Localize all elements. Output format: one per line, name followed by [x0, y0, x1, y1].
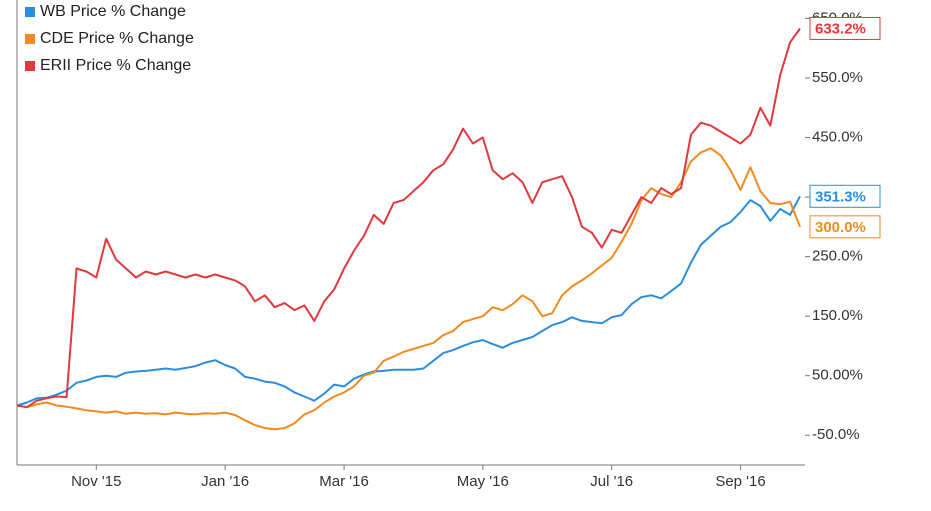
legend-marker: [25, 34, 35, 44]
legend-label: ERII Price % Change: [40, 57, 191, 74]
legend: WB Price % Change CDE Price % Change ERII …: [19, 0, 257, 84]
x-tick-label: Nov '15: [71, 473, 121, 490]
x-tick-label: Mar '16: [319, 473, 369, 490]
y-tick-label: 250.0%: [812, 248, 863, 265]
x-tick-label: Jan '16: [201, 473, 249, 490]
x-tick-label: Jul '16: [590, 473, 633, 490]
value-label: 300.0%: [809, 215, 881, 239]
y-tick-label: 550.0%: [812, 69, 863, 86]
y-tick-label: 50.00%: [812, 367, 863, 384]
legend-marker: [25, 61, 35, 71]
value-label-box: [809, 184, 881, 208]
y-tick-label: 450.0%: [812, 129, 863, 146]
value-label: 351.3%: [809, 184, 881, 208]
legend-marker: [25, 7, 35, 17]
value-label-box: [809, 16, 881, 40]
x-tick-label: Sep '16: [715, 473, 765, 490]
value-label-box: [809, 215, 881, 239]
legend-box: [19, 0, 257, 84]
value-label: 633.2%: [809, 16, 881, 40]
x-tick-label: May '16: [457, 473, 509, 490]
value-label-text: 633.2%: [815, 20, 866, 37]
series-line: [16, 27, 801, 409]
series-line: [16, 195, 801, 407]
value-label-text: 300.0%: [815, 219, 866, 236]
legend-label: WB Price % Change: [40, 3, 186, 20]
y-tick-label: -50.0%: [812, 426, 860, 443]
value-label-text: 351.3%: [815, 188, 866, 205]
legend-label: CDE Price % Change: [40, 30, 194, 47]
series-line: [16, 147, 801, 431]
y-tick-label: 150.0%: [812, 307, 863, 324]
